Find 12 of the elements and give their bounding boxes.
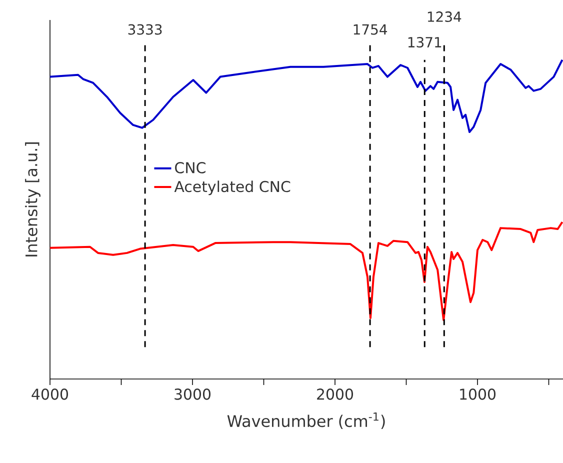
ref-line-label: 3333	[128, 24, 162, 35]
x-tick-label: 2000	[317, 388, 354, 400]
ref-line-label: 1234	[428, 11, 462, 22]
y-axis-title: Intensity [a.u.]	[25, 142, 40, 256]
ref-line-label: 1371	[408, 36, 442, 48]
x-axis-title: Wavenumber (cm$^{-1}$)	[227, 412, 385, 429]
ref-line-label: 1754	[354, 24, 388, 35]
legend-label: Acetylated CNC	[174, 180, 290, 196]
x-tick-label: 3000	[174, 388, 211, 400]
legend-label: CNC	[175, 162, 206, 174]
x-tick-label: 1000	[460, 388, 496, 400]
x-tick-label: 4000	[32, 388, 68, 400]
